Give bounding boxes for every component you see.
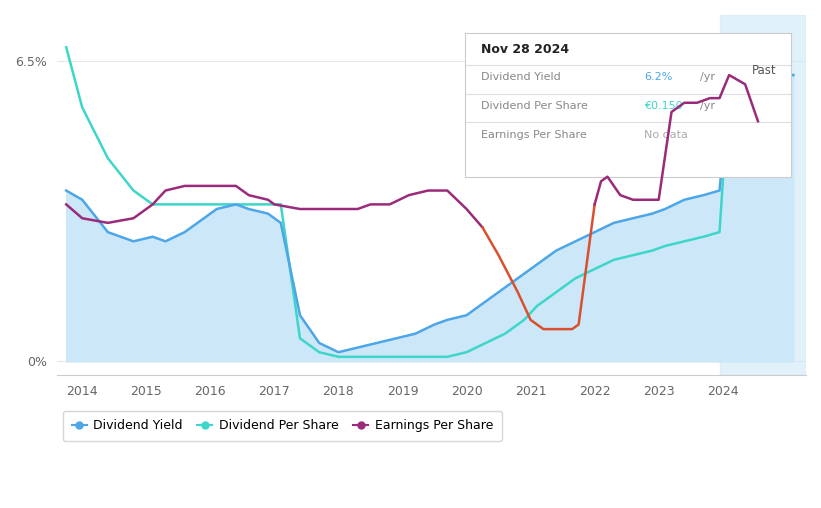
Legend: Dividend Yield, Dividend Per Share, Earnings Per Share: Dividend Yield, Dividend Per Share, Earn… — [63, 410, 502, 441]
Bar — [719, 15, 806, 375]
Text: Past: Past — [751, 64, 776, 77]
